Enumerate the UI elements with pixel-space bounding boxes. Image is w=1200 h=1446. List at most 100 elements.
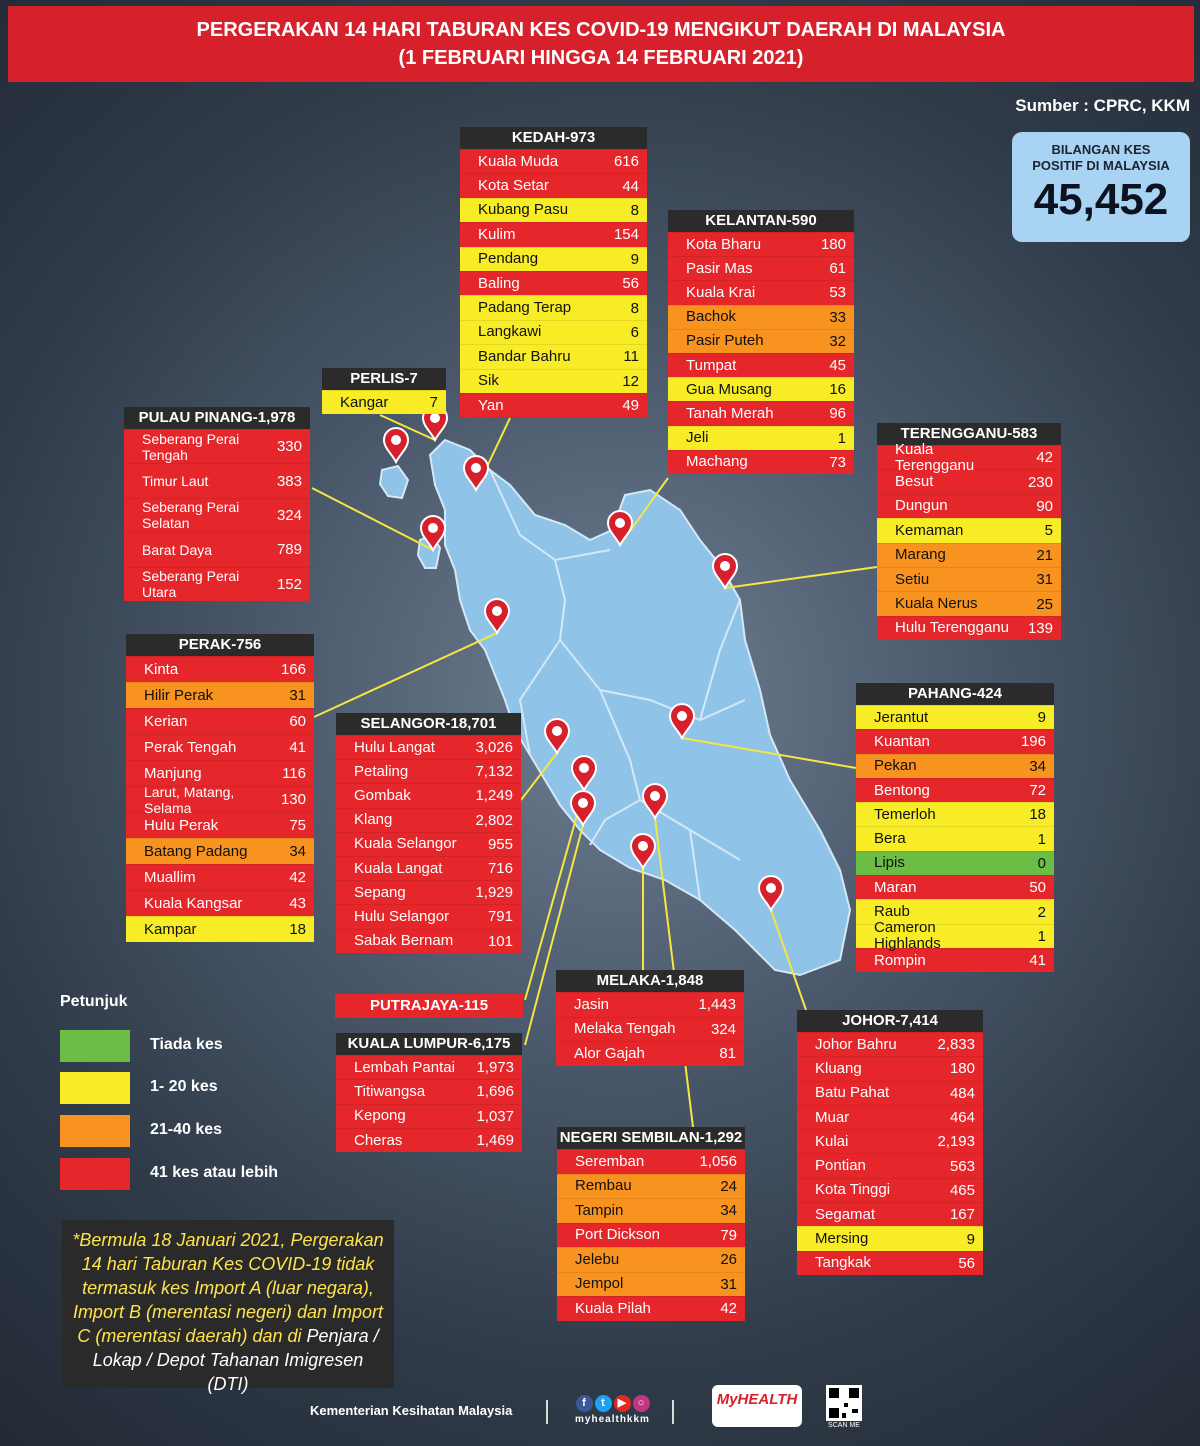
district-row: Seremban 1,056 — [557, 1149, 745, 1174]
district-cases: 42 — [720, 1300, 737, 1318]
district-name: Mersing — [815, 1230, 869, 1248]
district-row: Kampar 18 — [126, 916, 314, 942]
district-name: Kuala Pilah — [575, 1299, 651, 1317]
state-box-kelantan: KELANTAN-590 Kota Bharu 180 Pasir Mas 61 Kual… — [668, 210, 854, 474]
youtube-icon[interactable]: ▶ — [613, 1395, 631, 1412]
district-row: Temerloh 18 — [856, 802, 1054, 827]
district-cases: 464 — [949, 1109, 975, 1127]
state-box-kl: KUALA LUMPUR-6,175 Lembah Pantai 1,973 Titi… — [336, 1033, 522, 1153]
state-title: JOHOR-7,414 — [797, 1010, 983, 1032]
district-row: Sik 12 — [460, 368, 647, 393]
footnote-part2: Penjara / Lokap / Depot Tahanan Imigrese… — [92, 1326, 379, 1394]
district-name: Tanah Merah — [686, 404, 774, 422]
district-row: Kuala Langat 716 — [336, 855, 521, 881]
district-row: Hulu Terengganu 139 — [877, 615, 1061, 641]
district-row: Hulu Langat 3,026 — [336, 735, 521, 760]
legend-item: 41 kes atau lebih — [60, 1158, 360, 1190]
district-row: Kota Setar 44 — [460, 173, 647, 198]
district-row: Seberang Perai Selatan 324 — [124, 497, 310, 533]
district-name: Manjung — [144, 764, 202, 782]
leader-line — [379, 414, 436, 441]
myhealth-logo: MyHEALTH — [712, 1385, 802, 1427]
legend-label: Tiada kes — [150, 1036, 223, 1053]
district-name: Kulai — [815, 1132, 849, 1150]
district-row: Kinta 166 — [126, 656, 314, 682]
district-name: Port Dickson — [575, 1226, 661, 1244]
district-cases: 9 — [1037, 709, 1046, 727]
district-row: Raub 2 — [856, 899, 1054, 924]
district-name: Bentong — [874, 781, 930, 799]
district-name: Machang — [686, 453, 748, 471]
district-name: Larut, Matang, Selama — [144, 783, 235, 816]
district-row: Kulai 2,193 — [797, 1129, 983, 1154]
legend-label: 1- 20 kes — [150, 1078, 218, 1095]
district-name: Kuantan — [874, 732, 930, 750]
district-row: Kangar 7 — [322, 390, 446, 414]
legend-swatch — [60, 1072, 130, 1104]
district-name: Jasin — [574, 995, 610, 1013]
district-name: Sabak Bernam — [354, 932, 454, 950]
district-name: Lipis — [874, 854, 905, 872]
district-row: Sepang 1,929 — [336, 880, 521, 905]
legend-swatch — [60, 1030, 130, 1062]
facebook-icon[interactable]: f — [575, 1395, 593, 1412]
map-pin-icon — [382, 427, 410, 465]
footnote-part1: *Bermula 18 Januari 2021, Pergerakan 14 … — [72, 1230, 384, 1346]
district-cases: 1,929 — [475, 884, 513, 902]
district-row: Muallim 42 — [126, 864, 314, 890]
instagram-icon[interactable]: ○ — [632, 1395, 650, 1412]
state-box-ns: NEGERI SEMBILAN-1,292 Seremban 1,056 Rembau… — [557, 1127, 745, 1321]
district-name: Gombak — [354, 786, 411, 804]
legend-item: Tiada kes — [60, 1030, 360, 1062]
district-row: Bentong 72 — [856, 777, 1054, 803]
district-row: Hilir Perak 31 — [126, 682, 314, 708]
district-name: Besut — [895, 473, 934, 491]
twitter-icon[interactable]: t — [594, 1395, 612, 1412]
district-row: Jeli 1 — [668, 425, 854, 450]
district-name: Bachok — [686, 308, 737, 326]
state-title: NEGERI SEMBILAN-1,292 — [557, 1127, 745, 1149]
state-title: TERENGGANU-583 — [877, 423, 1061, 445]
district-cases: 7 — [429, 394, 438, 411]
district-cases: 41 — [289, 739, 306, 756]
leader-line — [524, 824, 584, 1046]
district-cases: 21 — [1036, 546, 1053, 564]
district-cases: 41 — [1029, 952, 1046, 970]
state-title: MELAKA-1,848 — [556, 970, 744, 992]
map-pin-icon — [629, 833, 657, 871]
state-box-perak: PERAK-756 Kinta 166 Hilir Perak 31 Kerian 60 Pe… — [126, 634, 314, 942]
total-cases-box: BILANGAN KES POSITIF DI MALAYSIA 45,452 — [1012, 132, 1190, 242]
state-box-pahang: PAHANG-424 Jerantut 9 Kuantan 196 Pekan 34 Bent… — [856, 683, 1054, 973]
district-cases: 465 — [949, 1181, 975, 1199]
district-row: Muar 464 — [797, 1104, 983, 1130]
district-cases: 152 — [276, 575, 302, 593]
district-name: Kuala Terengganu — [895, 440, 975, 474]
district-cases: 383 — [276, 472, 302, 490]
district-cases: 180 — [949, 1060, 975, 1078]
district-row: Cameron Highlands 1 — [856, 920, 1054, 952]
district-cases: 18 — [1029, 806, 1046, 824]
district-name: Kinta — [144, 660, 179, 678]
district-row: Hulu Selangor 791 — [336, 904, 521, 929]
district-name: Kubang Pasu — [478, 201, 569, 219]
district-row: Kemaman 5 — [877, 518, 1061, 543]
qr-code[interactable] — [826, 1385, 862, 1421]
district-row: Kuala Kangsar 43 — [126, 890, 314, 916]
state-borders — [489, 469, 746, 901]
state-box-melaka: MELAKA-1,848 Jasin 1,443 Melaka Tengah 324 Al… — [556, 970, 744, 1066]
district-name: Temerloh — [874, 805, 936, 823]
district-name: Barat Daya — [142, 541, 213, 558]
district-name: Bera — [874, 830, 906, 848]
district-name: Pontian — [815, 1157, 866, 1175]
district-name: Segamat — [815, 1205, 876, 1223]
district-cases: 1 — [1037, 927, 1046, 945]
district-row: Yan 49 — [460, 392, 647, 418]
district-name: Dungun — [895, 497, 948, 515]
district-row: Kulim 154 — [460, 222, 647, 247]
district-cases: 2 — [1037, 903, 1046, 921]
state-title: KUALA LUMPUR-6,175 — [336, 1033, 522, 1055]
district-row: Seberang Perai Tengah 330 — [124, 429, 310, 464]
district-row: Cheras 1,469 — [336, 1127, 522, 1153]
district-row: Manjung 116 — [126, 760, 314, 786]
